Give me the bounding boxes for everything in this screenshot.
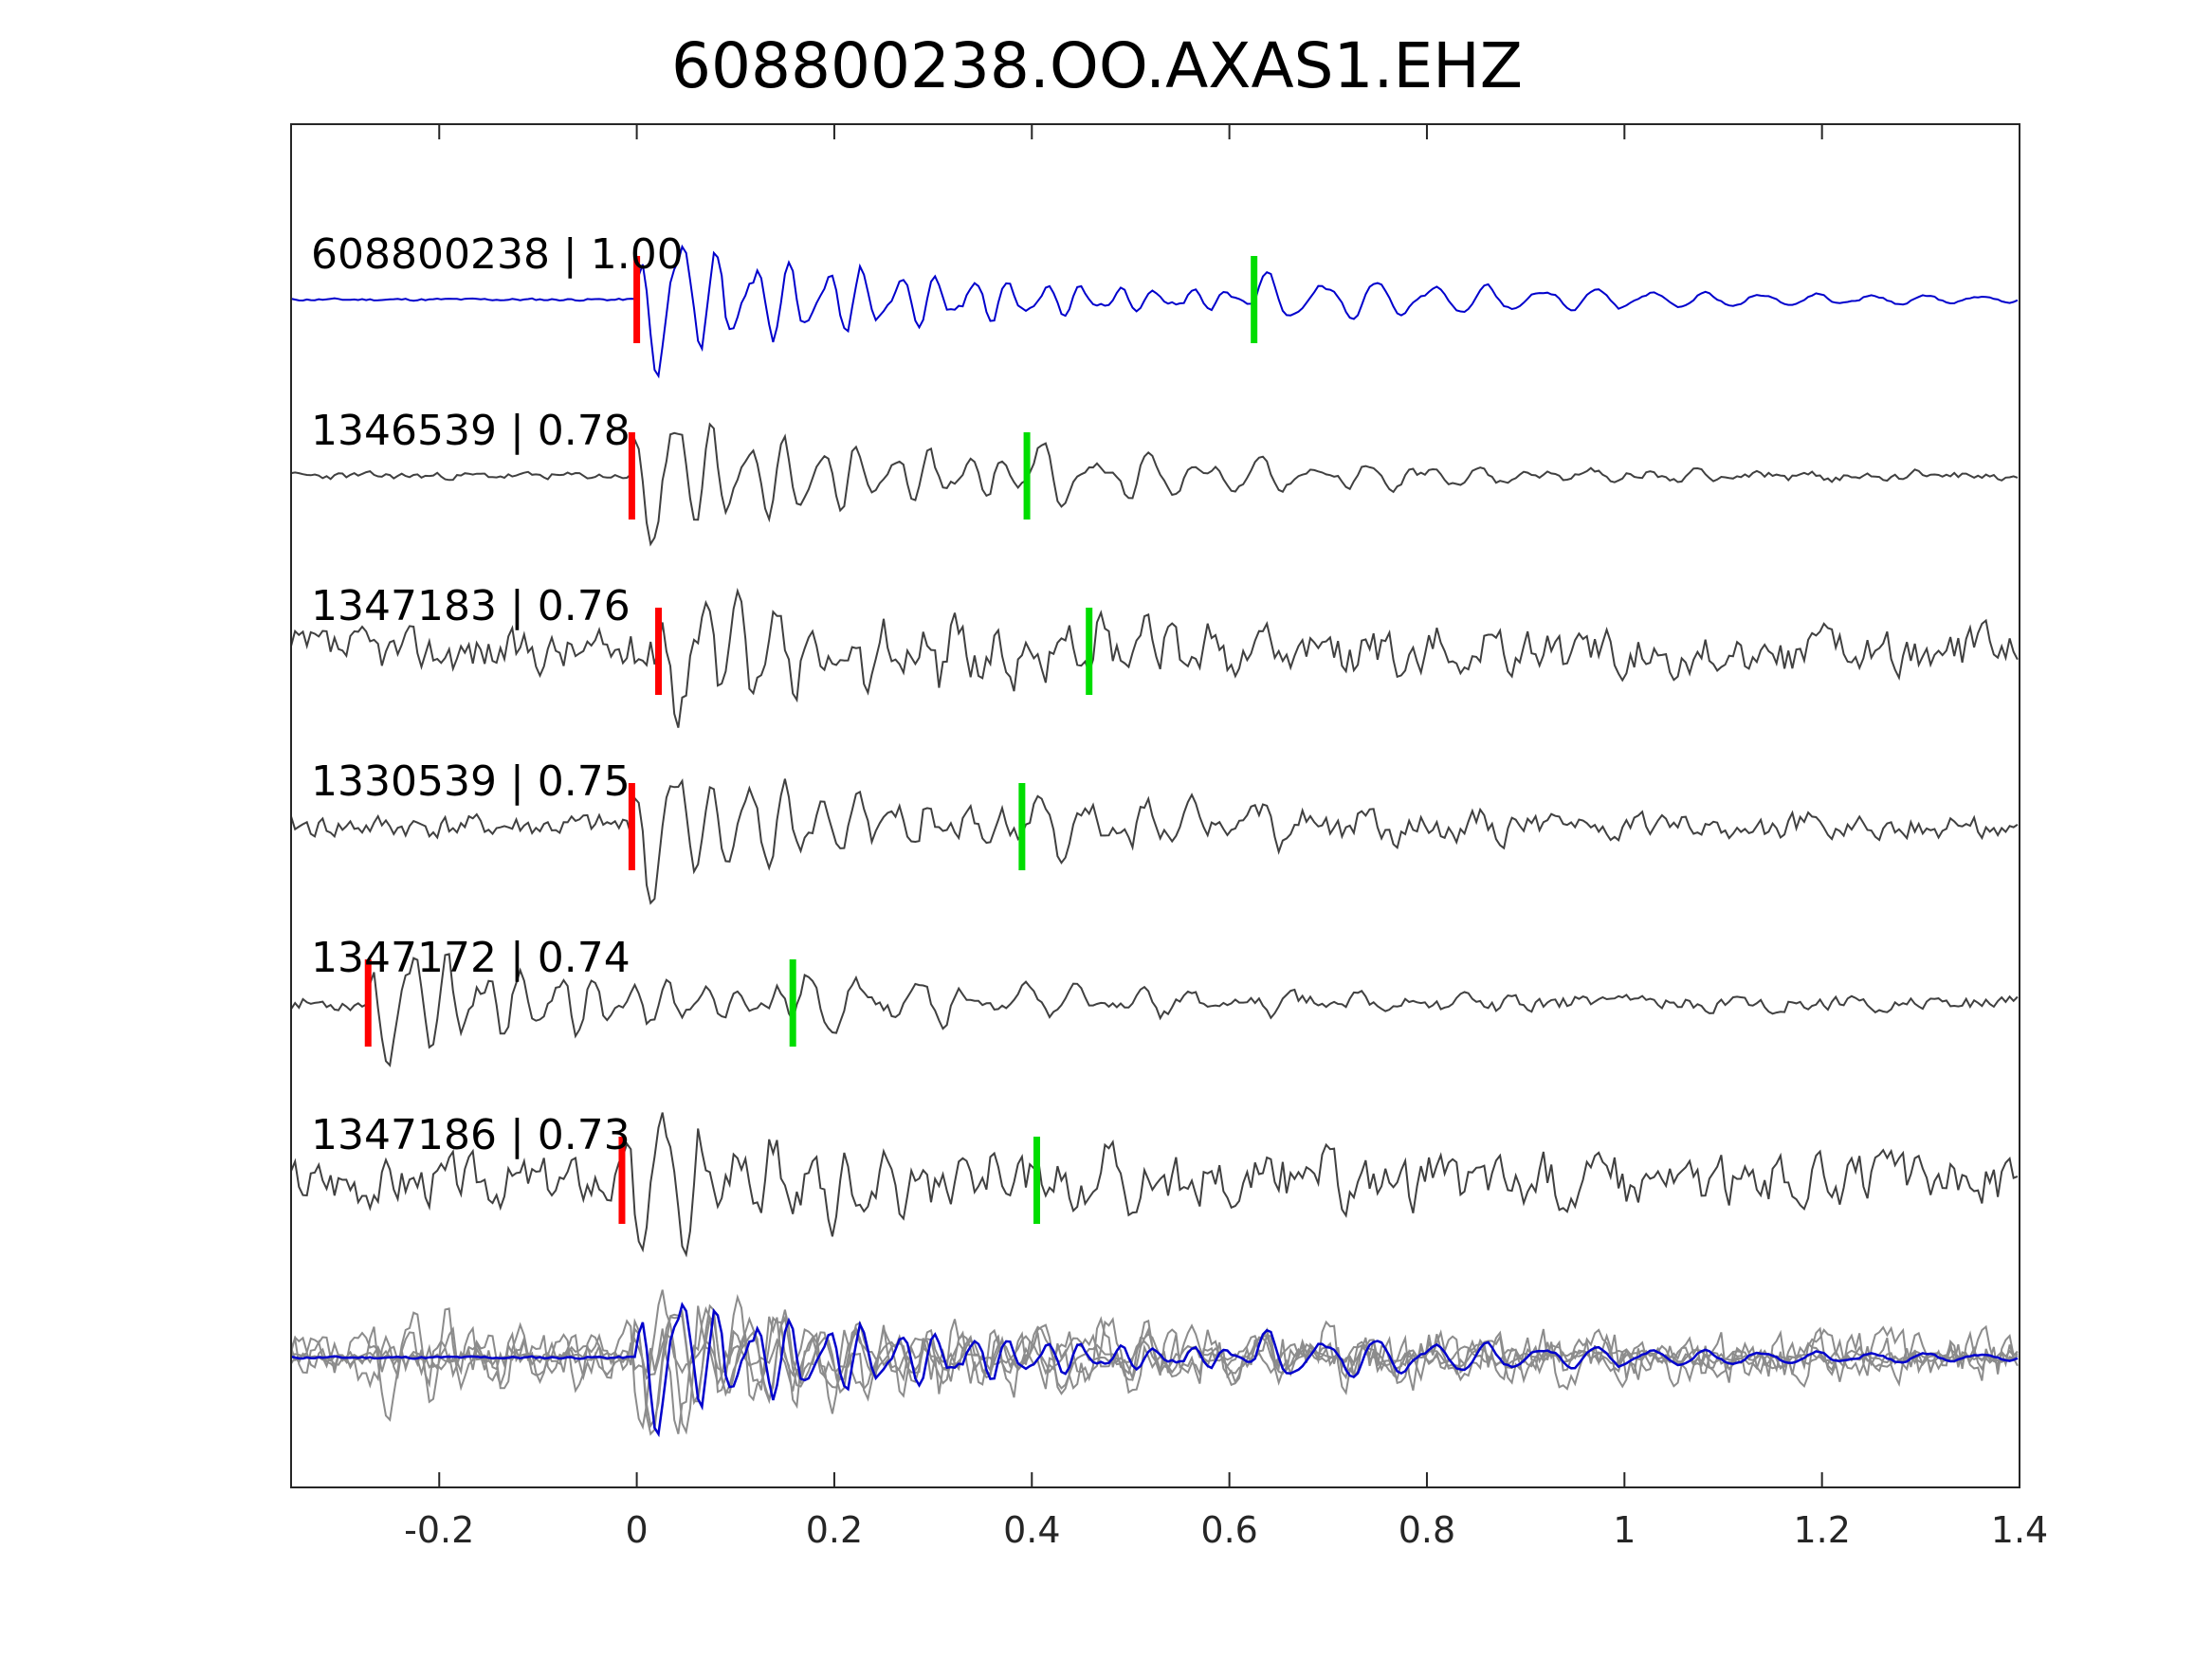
overlay-trace-1330539 [290, 1309, 2019, 1436]
trace-608800238 [290, 244, 2019, 379]
x-axis-ticks [438, 124, 2020, 1487]
trace-1347172 [290, 953, 2019, 1067]
waveform-traces [290, 244, 2019, 1258]
phase-picks [364, 256, 1258, 1224]
x-tick-label: 1 [1613, 1509, 1636, 1551]
plot-frame [290, 123, 2020, 1488]
x-tick-label: 1.2 [1793, 1509, 1850, 1551]
x-tick-label: 1.4 [1991, 1509, 2048, 1551]
trace-label-1346539: 1346539 | 0.78 [311, 407, 631, 455]
trace-label-1347183: 1347183 | 0.76 [311, 582, 631, 630]
x-tick-label: 0.6 [1200, 1509, 1257, 1551]
trace-1347186 [290, 1112, 2019, 1258]
overlay-trace-608800238 [290, 1302, 2019, 1438]
trace-label-1330539: 1330539 | 0.75 [311, 757, 631, 806]
x-tick-label: -0.2 [404, 1509, 474, 1551]
trace-label-1347172: 1347172 | 0.74 [311, 934, 631, 982]
trace-labels: 608800238 | 1.00 1346539 | 0.78 1347183 | … [311, 230, 684, 1159]
trace-1330539 [290, 778, 2019, 905]
chart-title: 608800238.OO.AXAS1.EHZ [671, 29, 1523, 102]
x-tick-label: 0.4 [1003, 1509, 1060, 1551]
trace-label-1347186: 1347186 | 0.73 [311, 1111, 631, 1159]
stacked-overlay [290, 1289, 2019, 1438]
trace-label-608800238: 608800238 | 1.00 [311, 230, 684, 279]
x-tick-label: 0.8 [1398, 1509, 1455, 1551]
overlay-trace-1347172 [290, 1307, 2019, 1422]
x-axis-tick-labels: -0.2 0 0.2 0.4 0.6 0.8 1 1.2 1.4 [404, 1509, 2048, 1551]
trace-1346539 [290, 422, 2019, 547]
trace-1347183 [290, 587, 2019, 728]
x-tick-label: 0 [626, 1509, 649, 1551]
x-tick-label: 0.2 [806, 1509, 863, 1551]
